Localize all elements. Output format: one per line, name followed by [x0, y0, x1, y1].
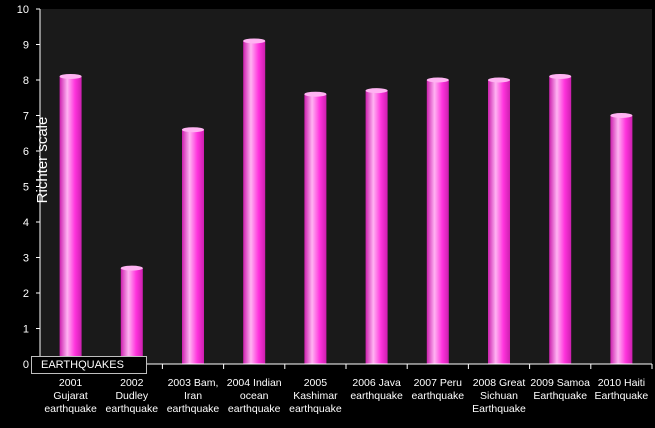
x-tick-label-line: Iran	[184, 390, 202, 402]
bars	[59, 38, 633, 365]
bar	[610, 113, 633, 364]
x-tick-label-line: Gujarat	[53, 390, 88, 402]
bar	[426, 77, 449, 364]
x-tick-label: 2007 Peru earthquake	[412, 377, 465, 402]
bar-body	[610, 115, 633, 364]
legend-label: EARTHQUAKES	[41, 359, 124, 371]
bar-cap	[243, 38, 266, 44]
y-tick-label: 1	[23, 324, 29, 336]
bar-body	[488, 80, 510, 364]
x-tick-label: 2004 Indian ocean earthquake	[227, 377, 282, 415]
x-tick-label: 2001 Gujarat earthquake	[44, 377, 97, 415]
bar-cap	[120, 265, 143, 271]
y-tick-label: 5	[23, 182, 29, 194]
x-tick-label-line: Earthquake	[472, 403, 526, 415]
x-tick-label-line: 2008 Great	[473, 377, 526, 389]
bar-body	[304, 94, 327, 364]
bar	[304, 91, 327, 364]
x-tick-label: 2005 Kashimar earthquake	[289, 377, 342, 415]
x-tick-label: 2006 Java earthquake	[350, 377, 403, 402]
bar-body	[426, 80, 449, 364]
bar-cap	[182, 127, 204, 133]
bar	[488, 77, 510, 364]
bar-cap	[488, 77, 510, 83]
y-axis-title: Richter scale	[34, 117, 51, 204]
x-tick-label-line: 2003 Bam,	[168, 377, 219, 389]
x-tick-label-line: ocean	[240, 390, 269, 402]
y-tick-label: 2	[23, 288, 29, 300]
x-tick-label-line: 2005	[304, 377, 328, 389]
x-tick-label-line: 2004 Indian	[227, 377, 282, 389]
bar-body	[549, 76, 572, 364]
x-tick-label-line: Kashimar	[293, 390, 338, 402]
y-tick-label: 10	[17, 4, 29, 16]
x-tick-label: 2002 Dudley earthquake	[106, 377, 159, 415]
x-tick-label-line: 2006 Java	[352, 377, 401, 389]
legend: EARTHQUAKES	[31, 356, 147, 374]
x-tick-label-line: earthquake	[289, 403, 342, 415]
bar-body	[182, 129, 204, 364]
bar-cap	[610, 113, 633, 118]
y-tick-label: 8	[23, 75, 29, 87]
x-tick-label-line: 2009 Samoa	[530, 377, 590, 389]
bar-cap	[426, 77, 449, 83]
x-tick-label-line: Earthquake	[595, 390, 649, 402]
bar-cap	[365, 88, 388, 94]
y-axis: 0 1 2 3 4 5 6 7 8 9 10	[17, 4, 41, 371]
x-tick-label: 2008 Great Sichuan Earthquake	[472, 377, 526, 415]
bar-body	[59, 76, 82, 364]
bar	[549, 73, 572, 364]
bar-body	[243, 40, 266, 364]
x-tick-label-line: earthquake	[350, 390, 403, 402]
x-tick-label: 2010 Haiti Earthquake	[595, 377, 649, 402]
x-tick-label-line: earthquake	[228, 403, 281, 415]
bar-body	[365, 90, 388, 365]
bar	[243, 38, 266, 364]
x-tick-label-line: earthquake	[44, 403, 97, 415]
bar	[182, 127, 204, 364]
x-tick-label-line: 2002	[120, 377, 144, 389]
bar	[120, 265, 143, 364]
x-tick-label-line: 2007 Peru	[414, 377, 463, 389]
bar	[365, 88, 388, 365]
x-tick-label-line: earthquake	[412, 390, 465, 402]
y-tick-label: 4	[23, 217, 29, 229]
y-tick-label: 3	[23, 253, 29, 265]
x-tick-label-line: 2001	[59, 377, 83, 389]
x-tick-label-line: earthquake	[106, 403, 159, 415]
bar-cap	[59, 73, 82, 79]
bar	[59, 73, 82, 364]
y-tick-label: 0	[23, 359, 29, 371]
x-tick-label-line: Sichuan	[480, 390, 518, 402]
x-tick-label: 2003 Bam, Iran earthquake	[167, 377, 220, 415]
x-tick-label-line: Earthquake	[533, 390, 587, 402]
y-tick-label: 7	[23, 111, 29, 123]
bar-body	[120, 268, 143, 364]
y-tick-label: 9	[23, 40, 29, 52]
x-tick-label-line: Dudley	[115, 390, 148, 402]
bar-cap	[549, 73, 572, 79]
x-tick-label: 2009 Samoa Earthquake	[530, 377, 590, 402]
x-tick-label-line: earthquake	[167, 403, 220, 415]
x-tick-label-line: 2010 Haiti	[598, 377, 645, 389]
bar-cap	[304, 91, 327, 97]
y-tick-label: 6	[23, 146, 29, 158]
